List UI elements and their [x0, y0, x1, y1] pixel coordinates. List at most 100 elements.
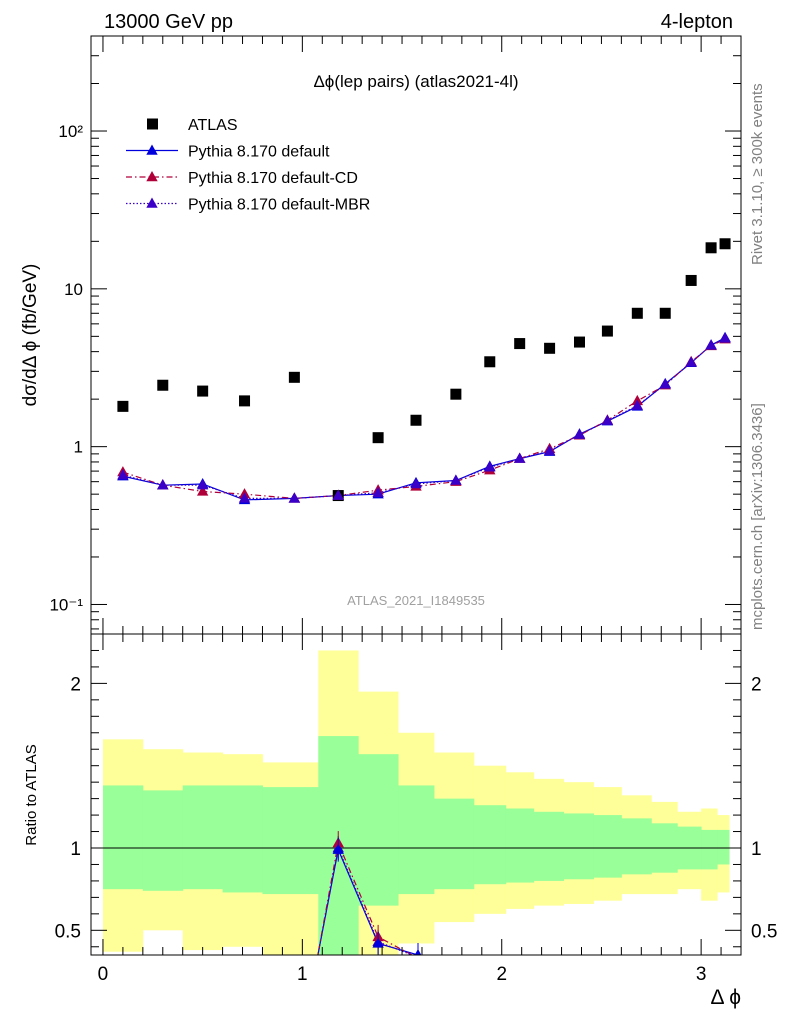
data-point-series-3: [332, 489, 344, 500]
ratio-y-axis-label: Ratio to ATLAS: [23, 744, 40, 845]
ratio-marker: [332, 843, 344, 854]
data-point-atlas: [117, 400, 129, 412]
data-point-series-3: [573, 428, 586, 439]
ratio-y-tick-label: 0.5: [55, 921, 81, 942]
y-axis-label: dσ/dΔ ϕ (fb/GeV): [20, 264, 41, 407]
data-point-series-3: [543, 444, 556, 456]
data-point-series-3: [719, 332, 731, 343]
chart-title: Δϕ(lep pairs) (atlas2021-4l): [313, 72, 518, 91]
data-point-atlas: [288, 371, 300, 383]
data-point-atlas: [239, 395, 251, 407]
ratio-band-inner: [222, 785, 263, 893]
watermark-label: ATLAS_2021_I1849535: [347, 593, 485, 608]
legend-marker: [146, 171, 158, 182]
ratio-band-inner: [473, 805, 507, 885]
ratio-marker: [414, 949, 422, 955]
ratio-y-tick-label-right: 2: [751, 674, 762, 695]
data-point-atlas: [450, 388, 462, 400]
ratio-band-inner: [262, 787, 319, 895]
ratio-band-inner: [563, 813, 594, 880]
x-tick-label: 0: [98, 964, 109, 985]
data-point-atlas: [601, 325, 613, 337]
data-point-atlas: [719, 238, 731, 250]
ratio-band-inner: [505, 808, 535, 883]
y-tick-label: 10²: [58, 122, 83, 141]
data-point-series-3: [705, 339, 717, 350]
ratio-marker: [372, 937, 384, 948]
data-point-series-3: [196, 479, 209, 490]
data-point-series-3: [659, 378, 671, 389]
ratio-x-ticks: 0 1 2 3: [98, 634, 742, 985]
y-tick-label: 10⁻¹: [49, 595, 83, 614]
ratio-bands: [102, 650, 730, 955]
ratio-band-inner: [701, 829, 718, 870]
x-axis-label: Δ ϕ: [711, 986, 741, 1009]
legend-marker: [146, 197, 158, 208]
legend-label: ATLAS: [188, 117, 238, 134]
x-tick-label: 2: [496, 964, 507, 985]
data-point-series-3: [685, 356, 697, 367]
data-point-atlas: [197, 385, 209, 397]
main-x-ticks: [102, 36, 742, 634]
data-point-atlas: [157, 379, 169, 391]
header-left: 13000 GeV pp: [104, 11, 233, 33]
data-point-atlas: [705, 242, 717, 254]
data-point-series-3: [631, 399, 644, 410]
mcplots-label: mcplots.cern.ch [arXiv:1306.3436]: [749, 403, 766, 630]
data-point-atlas: [514, 338, 526, 350]
y-tick-label: 1: [74, 438, 83, 457]
data-point-atlas: [410, 414, 422, 426]
data-point-series-3: [450, 474, 462, 485]
ratio-band-inner: [398, 785, 435, 895]
legend-marker-atlas: [147, 118, 158, 130]
data-point-series-3: [157, 479, 169, 490]
main-marks: [117, 238, 731, 505]
legend-label: Pythia 8.170 default-CD: [188, 170, 358, 187]
legend-marker: [146, 144, 158, 155]
ratio-y-tick-label-right: 0.5: [751, 921, 777, 942]
ratio-band-inner: [102, 785, 144, 890]
ratio-band-inner: [182, 785, 224, 890]
data-point-atlas: [659, 307, 671, 319]
ratio-band-inner: [358, 754, 399, 906]
series-line-2: [122, 338, 726, 500]
main-y-ticks: 10⁻¹ 1 10 10²: [49, 35, 741, 630]
data-point-series-2: [196, 485, 209, 496]
ratio-band-inner: [142, 790, 184, 891]
ratio-series: [317, 831, 422, 955]
data-point-atlas: [685, 274, 697, 286]
data-point-atlas: [372, 432, 384, 444]
data-point-series-3: [117, 469, 129, 480]
ratio-panel: 0.5 0.5 1 1 2 2 0 1 2 3 Ratio to ATLAS Δ ϕ: [23, 633, 777, 1009]
ratio-band-inner: [533, 811, 565, 881]
ratio-band-inner: [717, 829, 730, 865]
ratio-line-1: [317, 840, 413, 955]
data-point-series-3: [288, 492, 301, 503]
data-point-series-3: [410, 477, 422, 489]
series-line-3: [122, 337, 726, 500]
ratio-band-inner: [433, 798, 475, 890]
ratio-y-ticks: 0.5 0.5 1 1 2 2: [55, 649, 777, 948]
data-point-atlas: [484, 356, 496, 368]
data-point-series-3: [601, 414, 614, 425]
data-point-series-3: [238, 492, 251, 503]
data-point-series-3: [372, 486, 384, 498]
legend: ATLAS Pythia 8.170 default Pythia 8.170 de…: [126, 117, 370, 214]
legend-label: Pythia 8.170 default-MBR: [188, 197, 370, 214]
x-tick-label: 1: [297, 964, 308, 985]
x-tick-label: 3: [696, 964, 707, 985]
ratio-y-tick-label-right: 1: [751, 839, 762, 860]
header-right: 4-lepton: [661, 11, 733, 33]
legend-label: Pythia 8.170 default: [188, 144, 330, 161]
ratio-y-tick-label: 2: [70, 674, 81, 695]
ratio-y-tick-label: 1: [70, 839, 81, 860]
data-point-atlas: [631, 307, 643, 319]
data-point-series-3: [513, 452, 526, 463]
data-point-series-3: [484, 461, 496, 472]
rivet-label: Rivet 3.1.10, ≥ 300k events: [749, 83, 766, 265]
ratio-frame: [90, 633, 742, 956]
y-tick-label: 10: [64, 280, 83, 299]
data-point-atlas: [544, 342, 556, 354]
